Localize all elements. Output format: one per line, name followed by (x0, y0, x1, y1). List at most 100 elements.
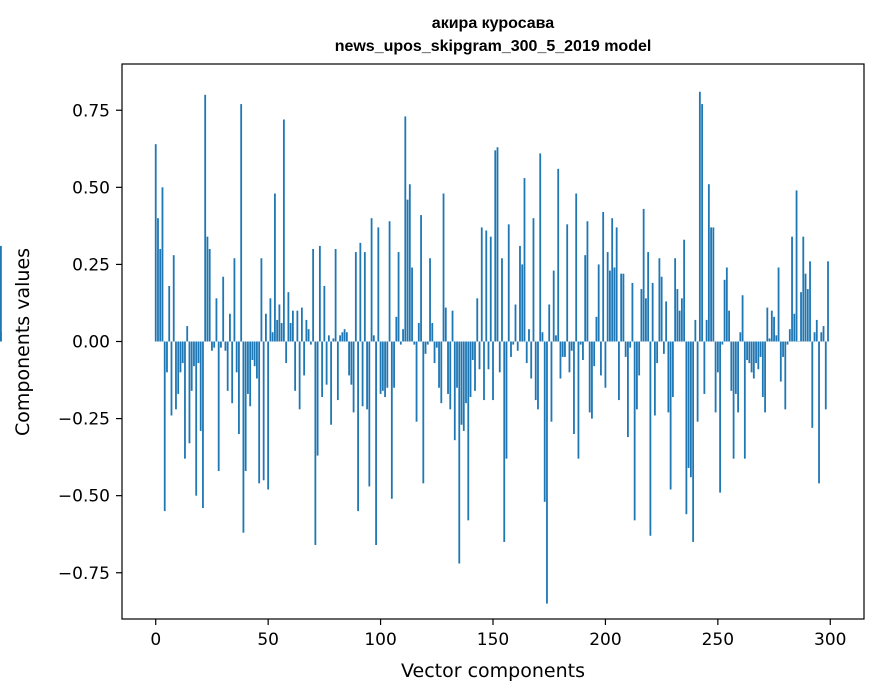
bar-111 (404, 116, 406, 341)
bar-92 (362, 342, 364, 407)
bar-124 (434, 342, 436, 364)
bar-125 (436, 342, 438, 348)
bar-129 (445, 308, 447, 342)
bar-108 (398, 252, 400, 341)
bar-87 (350, 342, 352, 385)
bar-5 (166, 342, 168, 373)
bar-259 (737, 342, 739, 413)
bar-134 (456, 342, 458, 388)
bar-31 (225, 342, 227, 351)
bar-37 (238, 342, 240, 435)
bar-262 (744, 342, 746, 459)
bar-248 (712, 227, 714, 341)
bar-263 (746, 342, 748, 361)
bar-231 (674, 258, 676, 341)
bar-56 (281, 323, 283, 342)
bar-127 (440, 342, 442, 404)
bar-160 (515, 305, 517, 342)
bar-156 (506, 342, 508, 459)
bar-42 (249, 342, 251, 407)
bar-35 (234, 258, 236, 341)
bar-99 (377, 227, 379, 341)
bar-9 (175, 342, 177, 410)
bar-166 (528, 329, 530, 341)
bar-63 (296, 311, 298, 342)
bar-52 (272, 332, 274, 341)
bar-265 (751, 342, 753, 373)
bar-39 (243, 342, 245, 533)
bar-16 (191, 342, 193, 391)
bar-287 (800, 292, 802, 341)
bar-279 (782, 342, 784, 357)
bar-282 (789, 329, 791, 341)
chart-title: акира куросава (432, 15, 555, 32)
bar-28 (218, 342, 220, 472)
x-tick-label: 250 (702, 630, 734, 650)
bar-155 (503, 342, 505, 542)
bar-21 (202, 342, 204, 509)
bar-285 (796, 190, 798, 341)
bar-82 (339, 335, 341, 341)
bar-61 (292, 311, 294, 342)
bar-140 (470, 342, 472, 398)
x-tick-label: 150 (477, 630, 509, 650)
bar-180 (560, 342, 562, 379)
bar-189 (580, 342, 582, 345)
bar-145 (481, 227, 483, 341)
bar-278 (780, 342, 782, 382)
bar-162 (519, 246, 521, 342)
bar-118 (420, 215, 422, 341)
bar-55 (278, 305, 280, 342)
bar-132 (452, 311, 454, 342)
bar-105 (391, 342, 393, 499)
bar-256 (730, 342, 732, 391)
bar-138 (465, 342, 467, 404)
bar-133 (454, 342, 456, 441)
bar-161 (517, 342, 519, 351)
x-tick-label: 200 (589, 630, 621, 650)
bar-103 (386, 342, 388, 388)
bars-layer (0, 92, 829, 604)
bar-13 (184, 342, 186, 459)
bar-19 (198, 342, 200, 364)
bar-204 (614, 268, 616, 342)
bar-40 (245, 342, 247, 472)
bar-84 (344, 329, 346, 341)
bar-54 (276, 320, 278, 342)
bar-62 (294, 342, 296, 391)
bar-20 (200, 342, 202, 431)
bar-141 (472, 342, 474, 361)
bar-201 (607, 252, 609, 341)
bar-165 (526, 342, 528, 364)
bar-216 (641, 289, 643, 341)
bar-294 (816, 320, 818, 342)
bar-86 (348, 342, 350, 376)
bar-235 (683, 240, 685, 342)
bar-23 (207, 237, 209, 342)
bar-251 (719, 342, 721, 493)
bar-261 (742, 295, 744, 341)
y-tick-label: 0.00 (72, 333, 110, 353)
bar-142 (474, 342, 476, 391)
bar-249 (715, 342, 717, 413)
bar-280 (784, 342, 786, 410)
bar-237 (688, 342, 690, 468)
bar-292 (811, 342, 813, 428)
bar-109 (400, 342, 402, 345)
bar-207 (620, 274, 622, 342)
bar-254 (726, 268, 728, 342)
bar-46 (258, 342, 260, 484)
x-axis-label: Vector components (401, 660, 585, 682)
bar-106 (393, 342, 395, 388)
bar-194 (591, 342, 593, 419)
bar-191 (584, 255, 586, 341)
bar-68 (308, 329, 310, 341)
bar-101 (382, 342, 384, 391)
bar-0 (155, 144, 157, 341)
bar-48 (263, 342, 265, 481)
bar-116 (416, 342, 418, 422)
bar-270 (762, 342, 764, 398)
bar-205 (616, 227, 618, 341)
bar-257 (733, 342, 735, 459)
